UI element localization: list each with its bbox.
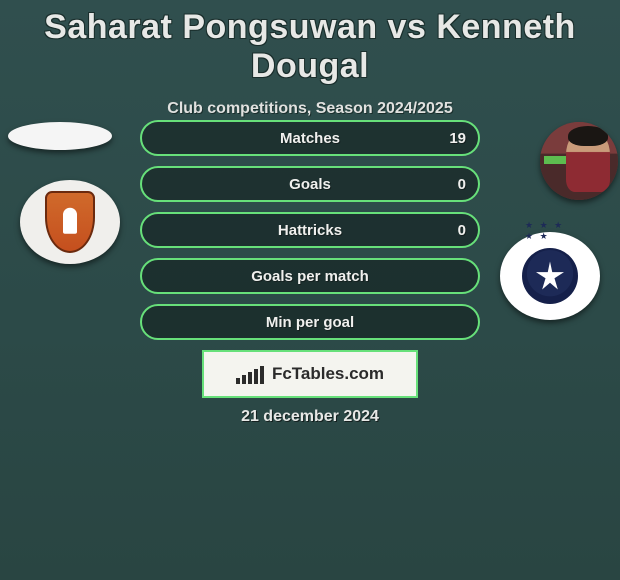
stat-value-right: 19 [449,130,466,147]
stat-row-goals: Goals 0 [140,166,480,202]
date-label: 21 december 2024 [0,408,620,426]
stat-row-mpg: Min per goal [140,304,480,340]
stat-label: Goals [289,176,331,193]
stat-value-right: 0 [458,222,466,239]
stat-row-gpm: Goals per match [140,258,480,294]
stars-icon: ★ ★ ★ ★ ★ [525,220,575,242]
brand-box: FcTables.com [202,350,418,398]
stat-label: Matches [280,130,340,147]
crest-icon [522,248,578,304]
stats-panel: Matches 19 Goals 0 Hattricks 0 Goals per… [140,120,480,350]
stat-label: Hattricks [278,222,342,239]
page-subtitle: Club competitions, Season 2024/2025 [0,100,620,118]
brand-text: FcTables.com [272,364,384,384]
canvas: Saharat Pongsuwan vs Kenneth Dougal Club… [0,0,620,580]
shield-icon [45,191,95,253]
player-left-avatar [8,122,112,150]
bars-icon [236,364,264,384]
club-logo-left [20,180,120,264]
stat-row-matches: Matches 19 [140,120,480,156]
club-logo-right: ★ ★ ★ ★ ★ [500,232,600,320]
stat-label: Min per goal [266,314,354,331]
player-right-avatar [540,122,618,200]
stat-row-hattricks: Hattricks 0 [140,212,480,248]
page-title: Saharat Pongsuwan vs Kenneth Dougal [0,0,620,86]
stat-label: Goals per match [251,268,369,285]
stat-value-right: 0 [458,176,466,193]
